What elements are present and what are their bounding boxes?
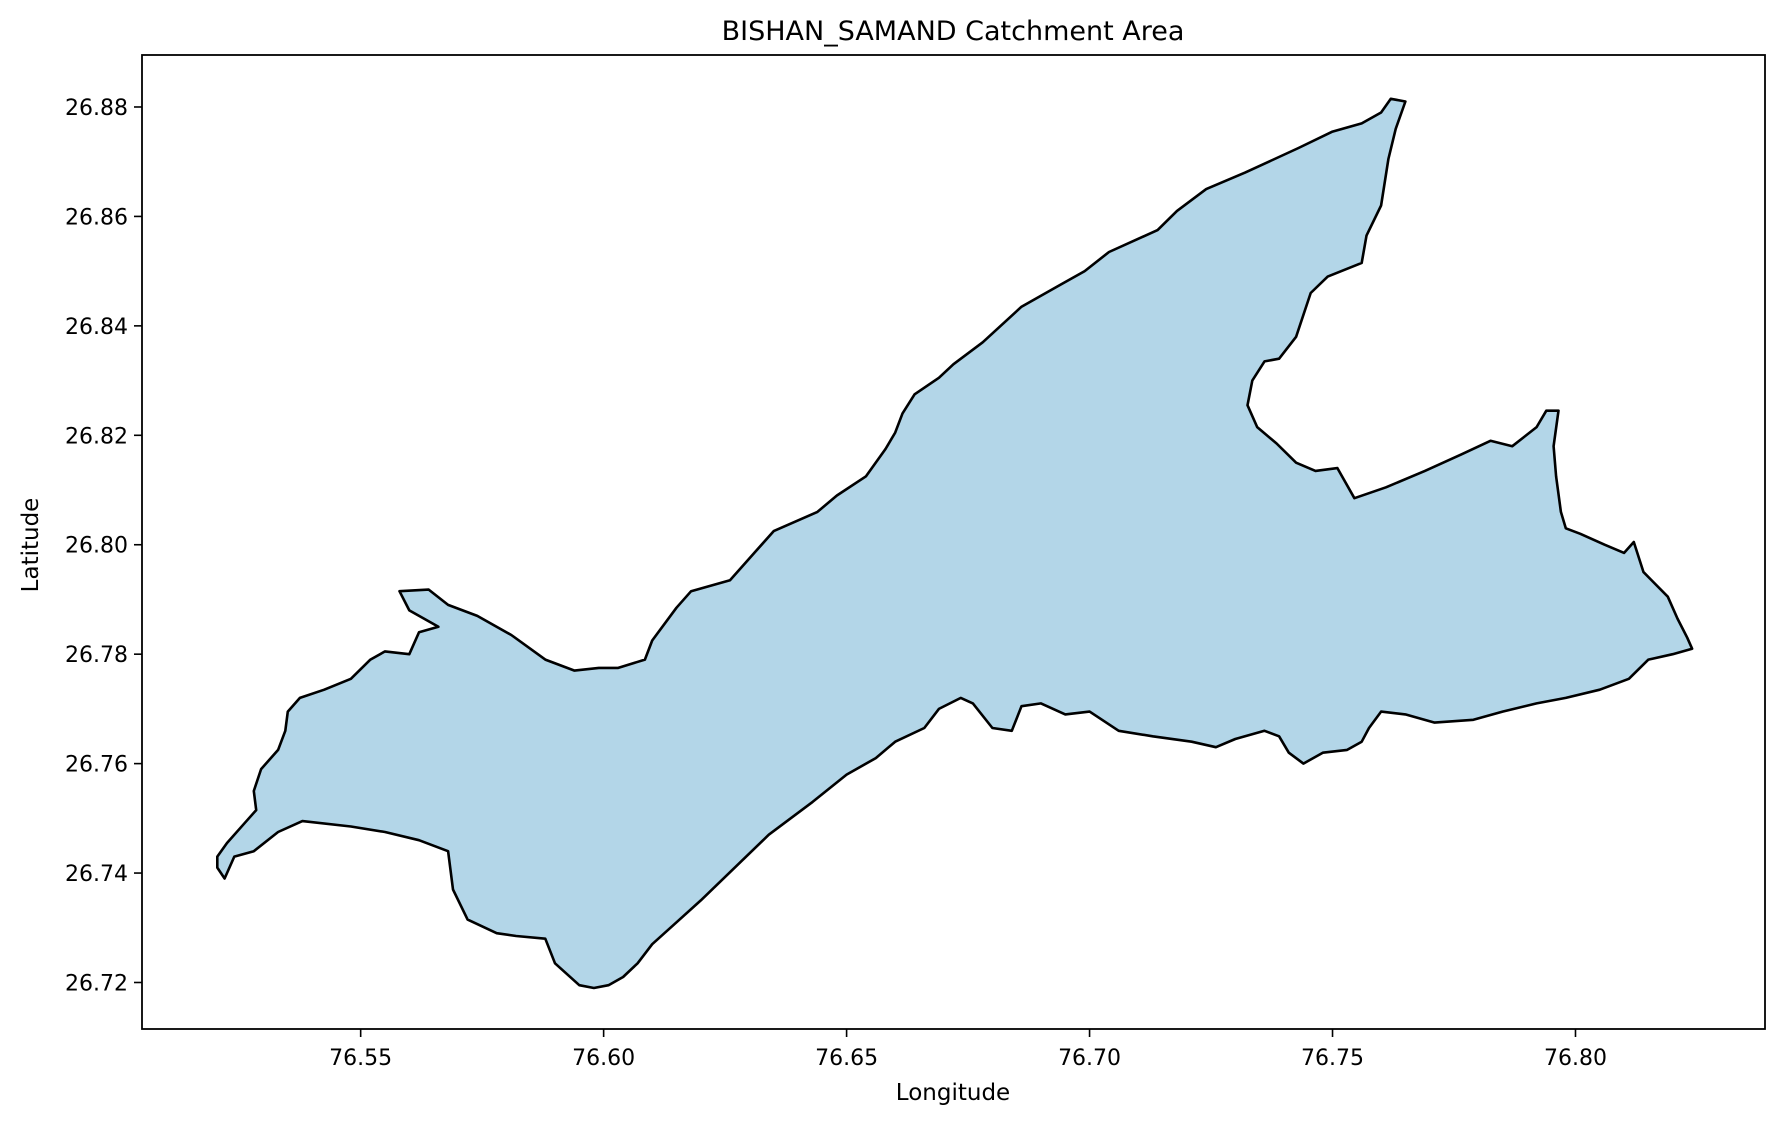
x-axis-label: Longitude xyxy=(896,1080,1010,1106)
y-tick-label: 26.80 xyxy=(65,534,128,559)
x-tick-label: 76.70 xyxy=(1058,1046,1121,1071)
chart-title: BISHAN_SAMAND Catchment Area xyxy=(722,16,1185,47)
x-tick-label: 76.60 xyxy=(572,1046,635,1071)
y-tick-label: 26.72 xyxy=(65,971,128,996)
y-axis-ticks: 26.72 26.74 26.76 26.78 26.80 26.82 26.84 26.86… xyxy=(65,96,142,996)
axes-frame xyxy=(141,54,1766,1030)
plot-area xyxy=(141,54,1766,1030)
y-tick-label: 26.84 xyxy=(65,315,128,340)
catchment-area-polygon xyxy=(216,97,1694,990)
y-tick-label: 26.76 xyxy=(65,753,128,778)
x-tick-label: 76.75 xyxy=(1301,1046,1364,1071)
y-tick-label: 26.74 xyxy=(65,862,128,887)
y-tick-label: 26.88 xyxy=(65,96,128,121)
y-axis-label: Latitude xyxy=(18,498,44,593)
y-tick-label: 26.86 xyxy=(65,205,128,230)
x-axis-ticks: 76.55 76.60 76.65 76.70 76.75 76.80 xyxy=(329,1029,1607,1071)
x-tick-label: 76.80 xyxy=(1544,1046,1607,1071)
x-tick-label: 76.65 xyxy=(815,1046,878,1071)
y-tick-label: 26.78 xyxy=(65,643,128,668)
y-tick-label: 26.82 xyxy=(65,424,128,449)
x-tick-label: 76.55 xyxy=(329,1046,392,1071)
